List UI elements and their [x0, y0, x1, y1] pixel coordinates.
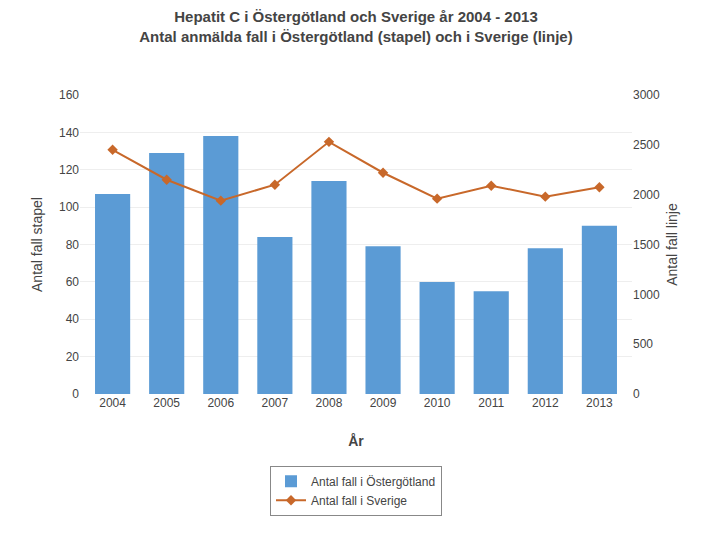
svg-text:40: 40: [66, 312, 80, 326]
svg-text:2013: 2013: [586, 396, 613, 410]
svg-text:2500: 2500: [633, 138, 660, 152]
svg-text:År: År: [348, 433, 364, 449]
svg-text:Antal fall stapel: Antal fall stapel: [29, 197, 45, 292]
svg-text:Antal fall linje: Antal fall linje: [664, 203, 680, 286]
svg-text:1000: 1000: [633, 288, 660, 302]
svg-text:0: 0: [633, 387, 640, 401]
svg-text:2011: 2011: [478, 396, 504, 410]
svg-text:1500: 1500: [633, 238, 660, 252]
svg-text:100: 100: [59, 200, 79, 214]
svg-text:Antal fall i Sverige: Antal fall i Sverige: [311, 494, 407, 508]
svg-text:3000: 3000: [633, 88, 660, 102]
svg-text:Antal fall i Östergötland: Antal fall i Östergötland: [311, 475, 435, 489]
svg-text:Hepatit C i Östergötland och S: Hepatit C i Östergötland och Sverige år …: [139, 8, 572, 45]
svg-text:120: 120: [59, 163, 79, 177]
svg-text:140: 140: [59, 126, 79, 140]
svg-text:2004: 2004: [99, 396, 126, 410]
svg-text:2006: 2006: [207, 396, 234, 410]
svg-text:500: 500: [633, 337, 653, 351]
svg-text:2005: 2005: [153, 396, 180, 410]
svg-text:2010: 2010: [424, 396, 451, 410]
svg-text:0: 0: [72, 387, 79, 401]
svg-text:80: 80: [66, 238, 80, 252]
svg-text:20: 20: [66, 350, 80, 364]
svg-text:160: 160: [59, 88, 79, 102]
svg-text:2008: 2008: [316, 396, 343, 410]
svg-text:2000: 2000: [633, 188, 660, 202]
svg-text:2007: 2007: [262, 396, 289, 410]
svg-text:2009: 2009: [370, 396, 397, 410]
svg-text:60: 60: [66, 275, 80, 289]
svg-text:2012: 2012: [532, 396, 559, 410]
